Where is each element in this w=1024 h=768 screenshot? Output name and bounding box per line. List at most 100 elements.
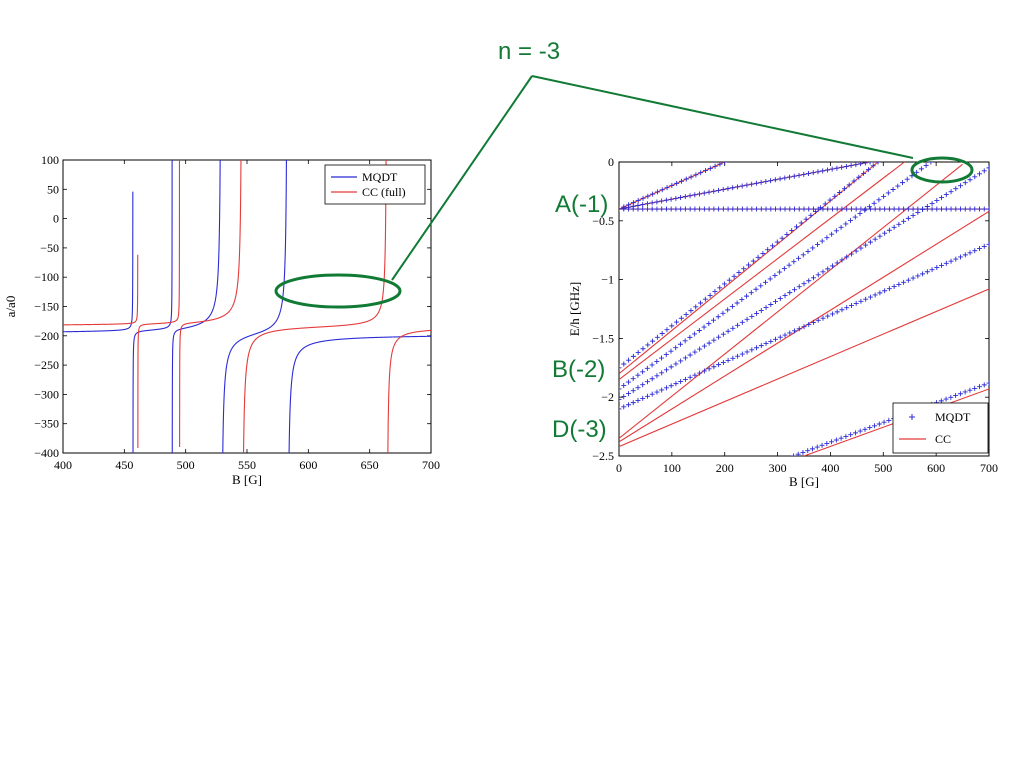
right-mqdt-point xyxy=(858,298,864,304)
right-mqdt-point xyxy=(976,384,982,390)
right-mqdt-point xyxy=(781,266,787,272)
right-mqdt-point xyxy=(820,206,826,212)
right-mqdt-point xyxy=(711,337,717,343)
right-mqdt-point xyxy=(958,254,964,260)
right-mqdt-point xyxy=(901,206,907,212)
right-mqdt-point xyxy=(706,366,712,372)
right-mqdt-point xyxy=(697,370,703,376)
left-x-tick-label: 450 xyxy=(115,458,133,472)
right-mqdt-point xyxy=(843,433,849,439)
right-mqdt-point xyxy=(890,187,896,193)
right-mqdt-point xyxy=(640,369,646,375)
left-series-line-mqdt xyxy=(132,160,173,453)
right-mqdt-point xyxy=(734,184,740,190)
right-y-tick-label: 0 xyxy=(608,155,614,169)
right-mqdt-point xyxy=(844,254,850,260)
right-legend-label: CC xyxy=(935,432,951,446)
right-mqdt-point xyxy=(843,221,849,227)
right-mqdt-point xyxy=(986,165,989,171)
right-x-tick-label: 300 xyxy=(769,461,787,475)
right-mqdt-point xyxy=(870,163,876,169)
right-mqdt-point xyxy=(777,176,783,182)
right-cc-line xyxy=(619,162,905,380)
left-y-tick-label: −300 xyxy=(34,387,59,401)
right-mqdt-point xyxy=(762,279,768,285)
right-mqdt-point xyxy=(834,309,840,315)
right-mqdt-point xyxy=(825,206,831,212)
right-mqdt-point xyxy=(900,180,906,186)
right-mqdt-point xyxy=(664,327,670,333)
right-mqdt-point xyxy=(792,287,798,293)
right-mqdt-point xyxy=(857,428,863,434)
right-mqdt-point xyxy=(635,206,641,212)
right-mqdt-point xyxy=(924,269,930,275)
right-mqdt-point xyxy=(943,192,949,198)
left-y-tick-label: −100 xyxy=(34,270,59,284)
right-mqdt-point xyxy=(739,319,745,325)
right-mqdt-point xyxy=(796,326,802,332)
right-mqdt-point xyxy=(729,303,735,309)
highlight-ellipse-left xyxy=(274,273,402,309)
left-legend-label: MQDT xyxy=(362,170,398,184)
right-mqdt-point xyxy=(741,266,747,272)
left-x-tick-label: 500 xyxy=(177,458,195,472)
left-series-group xyxy=(63,160,431,453)
right-mqdt-point xyxy=(663,385,669,391)
right-mqdt-point xyxy=(673,206,679,212)
right-mqdt-point xyxy=(806,278,812,284)
left-y-tick-label: 100 xyxy=(41,153,59,167)
right-mqdt-point xyxy=(698,300,704,306)
right-mqdt-point xyxy=(924,203,930,209)
right-mqdt-point xyxy=(915,209,921,215)
right-mqdt-point xyxy=(712,289,718,295)
right-mqdt-point xyxy=(773,299,779,305)
right-mqdt-point xyxy=(886,206,892,212)
right-mqdt-point xyxy=(865,167,871,173)
right-mqdt-point xyxy=(722,281,728,287)
right-mqdt-point xyxy=(668,196,674,202)
right-mqdt-point xyxy=(829,263,835,269)
right-mqdt-point xyxy=(882,206,888,212)
right-mqdt-point xyxy=(901,279,907,285)
right-mqdt-point xyxy=(701,343,707,349)
left-series-line-cc xyxy=(387,329,431,453)
right-mqdt-point xyxy=(720,310,726,316)
right-mqdt-point xyxy=(730,355,736,361)
right-mqdt-point xyxy=(923,162,929,168)
right-mqdt-point xyxy=(972,385,978,391)
right-mqdt-point xyxy=(678,379,684,385)
right-mqdt-point xyxy=(910,206,916,212)
right-mqdt-point xyxy=(668,364,674,370)
right-mqdt-point xyxy=(640,202,646,208)
right-mqdt-point xyxy=(817,205,823,211)
right-mqdt-point xyxy=(749,206,755,212)
right-mqdt-point xyxy=(698,170,704,176)
right-mqdt-point xyxy=(725,186,731,192)
right-mqdt-point xyxy=(876,421,882,427)
state-label-d: D(-3) xyxy=(552,416,607,443)
right-mqdt-point xyxy=(758,307,764,313)
right-mqdt-point xyxy=(621,404,627,410)
right-x-tick-label: 600 xyxy=(927,461,945,475)
right-mqdt-point xyxy=(650,338,656,344)
left-y-tick-label: −400 xyxy=(34,446,59,460)
right-mqdt-point xyxy=(896,206,902,212)
left-series-line-mqdt xyxy=(222,160,287,453)
right-mqdt-point xyxy=(696,328,702,334)
right-mqdt-point xyxy=(735,353,741,359)
right-mqdt-point xyxy=(953,186,959,192)
right-mqdt-point xyxy=(833,437,839,443)
right-mqdt-point xyxy=(664,185,670,191)
right-mqdt-point xyxy=(801,324,807,330)
right-mqdt-point xyxy=(659,206,665,212)
right-mqdt-point xyxy=(820,168,826,174)
right-mqdt-point xyxy=(654,334,660,340)
right-mqdt-point xyxy=(825,313,831,319)
right-mqdt-point xyxy=(962,252,968,258)
right-mqdt-point xyxy=(791,259,797,265)
right-mqdt-point xyxy=(806,322,812,328)
right-mqdt-point xyxy=(824,235,830,241)
right-mqdt-point xyxy=(891,224,897,230)
right-mqdt-point xyxy=(701,206,707,212)
